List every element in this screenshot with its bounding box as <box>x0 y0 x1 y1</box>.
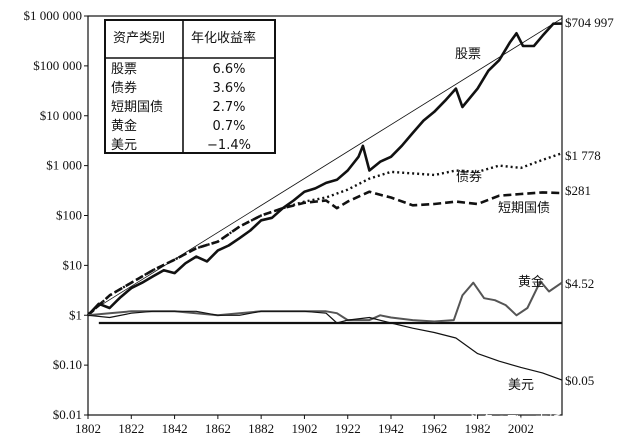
bonds-line <box>87 152 563 317</box>
x-tick-label: 1822 <box>118 421 144 436</box>
watermark: 头条@Tina李娇 <box>469 413 561 429</box>
y-tick-label: $1 000 <box>46 158 82 173</box>
table-cell-return: 3.6% <box>212 81 245 96</box>
stocks-line <box>87 22 563 317</box>
table-cell-return: −1.4% <box>207 138 251 153</box>
table-border <box>104 19 276 154</box>
stocks-end-label: $704 997 <box>565 15 614 30</box>
bills-end-label: $281 <box>565 183 591 198</box>
y-tick-label: $0.01 <box>53 407 82 422</box>
x-tick-label: 2002 <box>508 421 534 436</box>
gold-label: 黄金 <box>518 274 544 290</box>
x-tick-label: 1902 <box>291 421 317 436</box>
table-cell-asset: 美元 <box>111 138 137 153</box>
x-tick-label: 1842 <box>162 421 188 436</box>
x-tick-label: 1982 <box>465 421 491 436</box>
y-tick-label: $10 <box>63 257 83 272</box>
bonds-end-label: $1 778 <box>565 148 601 163</box>
dollar-end-label: $0.05 <box>565 373 594 388</box>
gold-line <box>87 280 563 323</box>
x-tick-label: 1862 <box>205 421 231 436</box>
table-cell-asset: 短期国债 <box>111 100 163 115</box>
table-cell-return: 2.7% <box>212 100 245 115</box>
table-header-cell: 年化收益率 <box>191 30 256 46</box>
y-tick-label: $100 000 <box>33 58 82 73</box>
y-tick-label: $0.10 <box>53 357 82 372</box>
gold-end-label: $4.52 <box>565 276 594 291</box>
x-tick-label: 1802 <box>75 421 101 436</box>
table-cell-return: 0.7% <box>212 119 245 134</box>
y-tick-label: $1 000 000 <box>24 8 83 23</box>
dollar-label: 美元 <box>508 378 534 393</box>
x-tick-label: 1942 <box>378 421 404 436</box>
x-tick-label: 1882 <box>248 421 274 436</box>
table-header-cell: 资产类别 <box>113 31 165 46</box>
series-lines <box>87 17 563 381</box>
table-cell-asset: 黄金 <box>111 118 137 134</box>
y-tick-label: $10 000 <box>40 108 82 123</box>
end-labels: $704 997 $1 778 $281 $4.52 $0.05 <box>565 15 614 388</box>
x-axis: 1802 1822 1842 1862 1882 1902 1922 1942 1962 1982… <box>75 415 534 436</box>
bills-line <box>87 190 563 317</box>
x-tick-label: 1962 <box>421 421 447 436</box>
bonds-label: 债券 <box>456 169 482 185</box>
bills-label: 短期国债 <box>498 201 550 216</box>
table-cell-asset: 债券 <box>111 80 137 96</box>
watermark-text: 头条@Tina李娇 <box>469 413 561 429</box>
stock-trend-line <box>87 17 563 314</box>
stocks-label: 股票 <box>455 47 481 62</box>
dollar-line <box>87 310 563 381</box>
table-cell-asset: 股票 <box>111 62 137 77</box>
y-tick-label: $100 <box>56 208 82 223</box>
y-axis: $1 000 000 $100 000 $10 000 $1 000 $100 $10 $1… <box>24 8 88 422</box>
x-tick-label: 1922 <box>335 421 361 436</box>
table-cell-return: 6.6% <box>212 62 245 77</box>
y-tick-label: $1 <box>69 307 82 322</box>
